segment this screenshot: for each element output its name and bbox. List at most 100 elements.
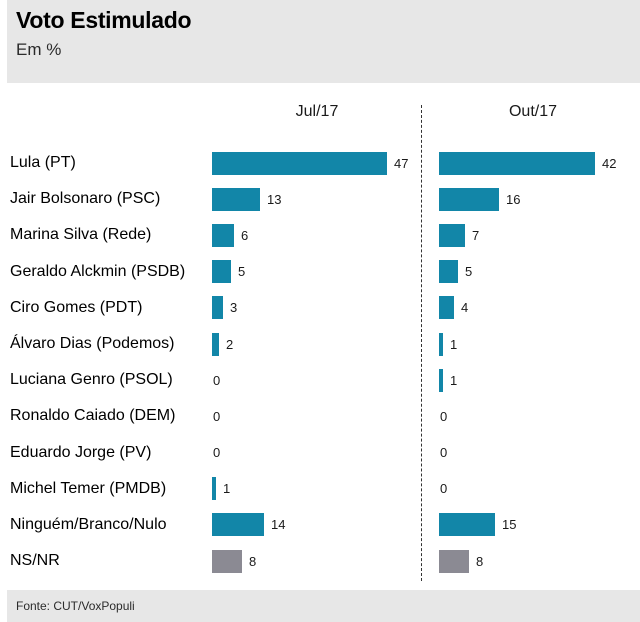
category-label: Luciana Genro (PSOL): [10, 371, 173, 389]
bar: [439, 223, 465, 247]
bar: [439, 151, 595, 175]
bar-muted: [212, 549, 242, 573]
chart-row: Álvaro Dias (Podemos) 2 1: [0, 326, 640, 362]
bar-cell-jul17: 14: [212, 513, 422, 537]
bar-cell-out17: 8: [439, 549, 640, 573]
bar: [439, 368, 443, 392]
value-label: 8: [249, 553, 257, 569]
category-label: Geraldo Alckmin (PSDB): [10, 262, 186, 280]
bar: [212, 332, 219, 356]
chart-row: Eduardo Jorge (PV) 0 0: [0, 435, 640, 471]
bar: [212, 513, 264, 537]
chart-row: Michel Temer (PMDB) 1 0: [0, 471, 640, 507]
bar: [212, 187, 260, 211]
chart-row: Geraldo Alckmin (PSDB) 5 5: [0, 254, 640, 290]
bar-cell-out17: 42: [439, 151, 640, 175]
bar-cell-out17: 0: [439, 445, 640, 460]
category-label: Marina Silva (Rede): [10, 226, 152, 244]
bar: [212, 260, 231, 284]
bar-cell-out17: 4: [439, 296, 640, 320]
category-label: Álvaro Dias (Podemos): [10, 335, 175, 353]
bar-cell-jul17: 6: [212, 223, 422, 247]
bar: [439, 260, 458, 284]
category-label: Ronaldo Caiado (DEM): [10, 407, 176, 425]
bar: [439, 296, 454, 320]
value-label: 2: [226, 336, 234, 352]
grouped-bar-chart: Jul/17 Out/17 Lula (PT) 47 42 Jair Bolsonar…: [0, 83, 640, 590]
bar-cell-out17: 1: [439, 332, 640, 356]
bar: [212, 223, 234, 247]
bar-cell-jul17: 2: [212, 332, 422, 356]
bar-cell-jul17: 47: [212, 151, 422, 175]
value-label: 6: [241, 227, 249, 243]
category-label: Jair Bolsonaro (PSC): [10, 190, 161, 208]
bar-cell-jul17: 1: [212, 477, 422, 501]
bar: [212, 151, 387, 175]
chart-row: Ronaldo Caiado (DEM) 0 0: [0, 398, 640, 434]
value-label: 5: [465, 264, 473, 280]
value-label: 1: [450, 336, 458, 352]
bar-cell-out17: 0: [439, 409, 640, 424]
bar: [212, 296, 223, 320]
chart-row: Lula (PT) 47 42: [0, 145, 640, 181]
bar-cell-out17: 5: [439, 260, 640, 284]
chart-footer: Fonte: CUT/VoxPopuli: [7, 590, 640, 622]
source-credit: Fonte: CUT/VoxPopuli: [16, 599, 135, 613]
bar: [439, 513, 495, 537]
chart-row: Ninguém/Branco/Nulo 14 15: [0, 507, 640, 543]
column-header-out17: Out/17: [508, 103, 558, 120]
value-label: 1: [223, 481, 231, 497]
bar-cell-jul17: 8: [212, 549, 422, 573]
value-label: 0: [440, 445, 448, 461]
category-label: NS/NR: [10, 552, 60, 570]
bar-cell-jul17: 0: [212, 373, 422, 388]
page-title: Voto Estimulado: [16, 7, 192, 33]
bar-cell-out17: 15: [439, 513, 640, 537]
column-divider-dashed-line: [421, 105, 422, 581]
chart-rows: Lula (PT) 47 42 Jair Bolsonaro (PSC) 13 16 Mar…: [0, 145, 640, 579]
category-label: Michel Temer (PMDB): [10, 479, 167, 497]
value-label: 15: [502, 517, 517, 533]
bar: [439, 187, 499, 211]
value-label: 0: [440, 408, 448, 424]
bar-cell-jul17: 0: [212, 445, 422, 460]
bar-cell-out17: 0: [439, 481, 640, 496]
bar-cell-jul17: 3: [212, 296, 422, 320]
value-label: 1: [450, 372, 458, 388]
value-label: 14: [271, 517, 286, 533]
bar: [439, 332, 443, 356]
chart-row: NS/NR 8 8: [0, 543, 640, 579]
column-header-jul17: Jul/17: [295, 103, 339, 120]
chart-header: Voto Estimulado Em %: [7, 0, 640, 83]
value-label: 7: [472, 227, 480, 243]
chart-row: Marina Silva (Rede) 6 7: [0, 217, 640, 253]
category-label: Eduardo Jorge (PV): [10, 443, 152, 461]
value-label: 0: [213, 408, 221, 424]
category-label: Ciro Gomes (PDT): [10, 298, 143, 316]
value-label: 8: [476, 553, 484, 569]
bar-muted: [439, 549, 469, 573]
category-label: Ninguém/Branco/Nulo: [10, 515, 167, 533]
bar-cell-jul17: 5: [212, 260, 422, 284]
bar-cell-jul17: 13: [212, 187, 422, 211]
value-label: 0: [213, 445, 221, 461]
value-label: 3: [230, 300, 238, 316]
value-label: 5: [238, 264, 246, 280]
bar: [212, 477, 216, 501]
value-label: 47: [394, 155, 409, 171]
page-subtitle: Em %: [16, 39, 62, 59]
value-label: 4: [461, 300, 469, 316]
bar-cell-out17: 7: [439, 223, 640, 247]
chart-row: Jair Bolsonaro (PSC) 13 16: [0, 181, 640, 217]
bar-cell-out17: 1: [439, 368, 640, 392]
value-label: 0: [440, 481, 448, 497]
bar-cell-jul17: 0: [212, 409, 422, 424]
value-label: 0: [213, 372, 221, 388]
value-label: 13: [267, 191, 282, 207]
chart-row: Luciana Genro (PSOL) 0 1: [0, 362, 640, 398]
chart-row: Ciro Gomes (PDT) 3 4: [0, 290, 640, 326]
value-label: 42: [602, 155, 617, 171]
value-label: 16: [506, 191, 521, 207]
bar-cell-out17: 16: [439, 187, 640, 211]
